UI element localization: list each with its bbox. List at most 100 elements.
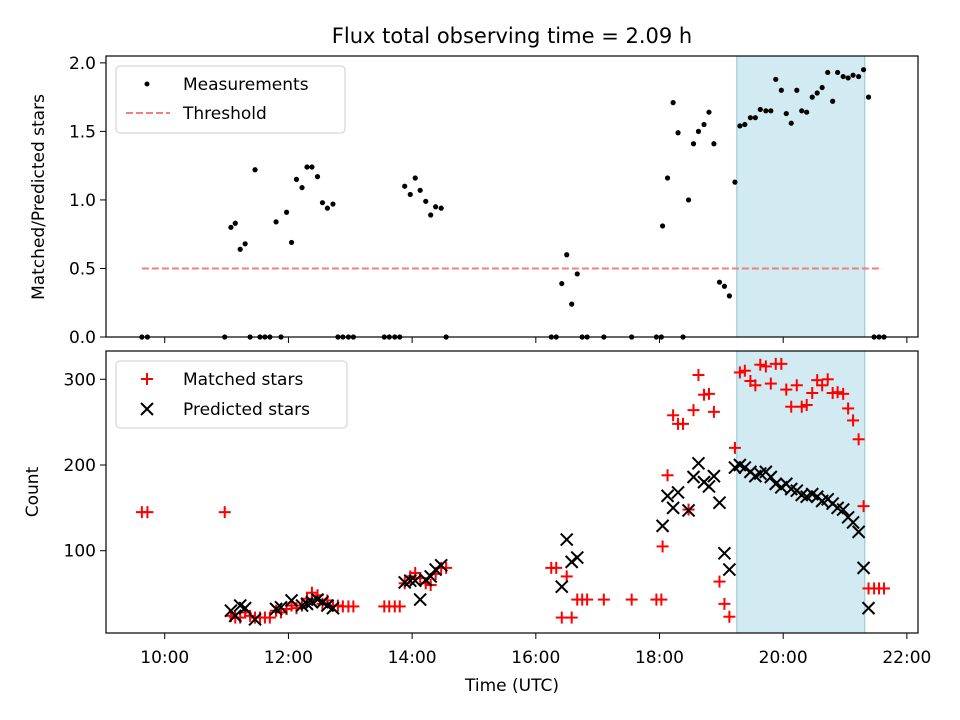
matched-star-marker bbox=[800, 399, 813, 411]
predicted-star-markers bbox=[224, 456, 876, 626]
measurement-point bbox=[564, 252, 570, 258]
measurement-point bbox=[788, 120, 794, 126]
predicted-star-marker bbox=[764, 470, 778, 484]
matched-star-marker bbox=[718, 597, 731, 610]
measurement-point bbox=[299, 184, 305, 191]
measurement-point bbox=[242, 241, 248, 247]
matched-star-marker bbox=[847, 414, 860, 427]
predicted-star-marker bbox=[434, 558, 448, 572]
measurement-point bbox=[695, 128, 702, 134]
top-panel-y-axis-label: Matched/Predicted stars bbox=[29, 94, 49, 300]
predicted-star-marker bbox=[712, 496, 727, 510]
matched-star-marker bbox=[565, 611, 578, 624]
legend-cross bbox=[140, 402, 154, 416]
measurement-point bbox=[288, 239, 295, 246]
predicted-star-marker bbox=[248, 612, 262, 626]
measurement-point bbox=[228, 224, 234, 230]
matched-star-marker bbox=[790, 379, 803, 392]
x-tick-label: 22:00 bbox=[882, 648, 931, 668]
measurement-point bbox=[237, 246, 243, 252]
measurement-point bbox=[309, 164, 315, 170]
measurement-point bbox=[569, 301, 575, 307]
measurement-point bbox=[273, 219, 279, 225]
y-tick-label: 1.5 bbox=[69, 122, 96, 142]
matched-star-marker bbox=[661, 469, 674, 482]
matched-star-marker bbox=[702, 387, 715, 400]
top-panel-frame bbox=[105, 55, 919, 338]
matched-star-marker bbox=[738, 364, 751, 377]
bottom-panel-y-axis-label: Count bbox=[23, 466, 43, 517]
measurement-point bbox=[747, 115, 754, 121]
measurement-point bbox=[752, 115, 758, 121]
measurement-point bbox=[438, 205, 444, 211]
predicted-star-marker bbox=[423, 569, 438, 584]
measurement-point bbox=[675, 130, 681, 136]
matched-star-marker bbox=[393, 600, 406, 613]
measurement-point bbox=[304, 164, 310, 170]
matched-star-marker bbox=[676, 417, 689, 430]
predicted-star-marker bbox=[856, 561, 871, 575]
legend-threshold-label: Threshold bbox=[182, 104, 267, 124]
matched-star-marker bbox=[440, 561, 453, 574]
predicted-star-marker bbox=[284, 593, 299, 608]
predicted-star-marker bbox=[408, 574, 422, 588]
matched-star-marker bbox=[597, 593, 610, 606]
bottom-panel-y-ticks: 100 200 300 bbox=[64, 370, 106, 562]
predicted-star-marker bbox=[691, 456, 706, 470]
matched-star-marker bbox=[842, 402, 855, 415]
top-legend-box bbox=[115, 65, 346, 134]
legend-predicted-marker bbox=[140, 402, 154, 416]
measurement-point bbox=[819, 84, 825, 91]
legend-plus bbox=[141, 373, 153, 385]
measurement-point bbox=[721, 283, 728, 289]
top-panel-y-ticks: 0.0 0.5 1.0 1.5 2.0 bbox=[69, 54, 106, 348]
predicted-star-marker bbox=[702, 479, 716, 494]
measurement-point bbox=[737, 123, 743, 129]
highlight-span-rect bbox=[736, 55, 866, 338]
measurement-point bbox=[804, 109, 810, 115]
matched-star-marker bbox=[667, 409, 680, 422]
matched-star-marker bbox=[831, 386, 844, 399]
measurement-points bbox=[139, 67, 887, 340]
matched-star-marker bbox=[759, 360, 772, 373]
predicted-star-marker bbox=[326, 601, 340, 615]
matched-star-marker bbox=[305, 586, 318, 599]
measurement-point bbox=[865, 94, 872, 100]
predicted-star-marker bbox=[413, 592, 427, 607]
x-tick-label: 10:00 bbox=[140, 648, 189, 668]
matched-star-marker bbox=[581, 593, 594, 606]
bottom-panel-legend: Matched stars Predicted stars bbox=[115, 360, 348, 429]
matched-star-marker bbox=[877, 582, 890, 595]
measurement-point bbox=[783, 110, 789, 117]
measurement-point bbox=[850, 72, 856, 78]
measurement-point bbox=[314, 174, 321, 180]
legend-predicted-label: Predicted stars bbox=[183, 400, 310, 420]
top-panel-x-ticks bbox=[164, 337, 908, 343]
measurement-point bbox=[726, 293, 732, 299]
legend-measurement-marker bbox=[144, 81, 150, 87]
measurement-point bbox=[690, 141, 697, 147]
matched-star-marker bbox=[655, 593, 668, 606]
measurement-point bbox=[763, 108, 769, 114]
measurement-point bbox=[773, 76, 779, 82]
x-tick-label: 14:00 bbox=[388, 648, 437, 668]
matched-star-marker bbox=[656, 540, 669, 553]
y-tick-label: 0.0 bbox=[69, 328, 96, 348]
bottom-legend-box bbox=[115, 360, 348, 429]
y-tick-label: 2.0 bbox=[69, 54, 96, 74]
matched-star-marker bbox=[821, 373, 834, 386]
predicted-star-marker bbox=[861, 601, 876, 615]
measurement-point bbox=[856, 73, 862, 80]
predicted-star-marker bbox=[722, 562, 737, 577]
predicted-star-marker bbox=[671, 485, 685, 500]
matched-star-marker bbox=[785, 400, 798, 413]
matched-star-marker bbox=[754, 358, 767, 371]
bottom-panel-x-ticks: 10:00 12:00 14:00 16:00 18:00 20:00 22:00 bbox=[140, 633, 931, 668]
predicted-star-marker bbox=[555, 580, 569, 594]
measurement-point bbox=[407, 191, 413, 198]
measurement-point bbox=[232, 220, 238, 226]
measurement-point bbox=[840, 73, 846, 80]
y-tick-label: 300 bbox=[64, 370, 96, 390]
x-tick-label: 18:00 bbox=[635, 648, 684, 668]
matched-star-marker bbox=[749, 379, 762, 392]
